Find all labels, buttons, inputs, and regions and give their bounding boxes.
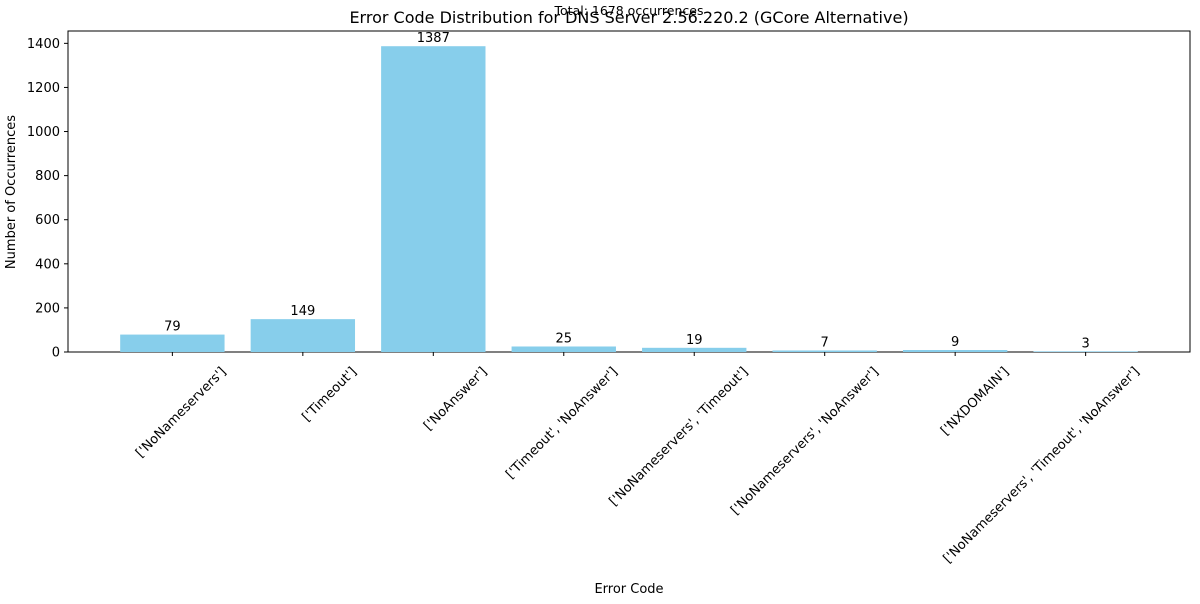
x-tick-label: ['Timeout'] — [299, 364, 359, 424]
bar-value-label: 79 — [164, 320, 181, 335]
x-tick-label: ['NoNameservers', 'Timeout'] — [606, 364, 751, 509]
x-tick-label: ['NXDOMAIN'] — [938, 364, 1012, 438]
bar — [381, 46, 486, 353]
x-axis-label: Error Code — [594, 582, 663, 597]
y-tick-label: 400 — [35, 257, 60, 272]
bar-value-label: 25 — [555, 331, 572, 346]
y-tick-label: 800 — [35, 169, 60, 184]
bar-value-label: 1387 — [417, 31, 450, 46]
y-tick-label: 1200 — [27, 81, 60, 96]
plot-area — [67, 30, 1191, 353]
y-tick-label: 1400 — [27, 37, 60, 52]
plot-frame — [67, 30, 1191, 353]
x-axis: ['NoNameservers'] ['Timeout'] ['NoAnswer']… — [133, 352, 1143, 566]
bar — [120, 334, 225, 352]
bar — [902, 350, 1008, 352]
bar — [642, 347, 747, 352]
bar — [511, 346, 616, 352]
bar — [250, 319, 356, 352]
bars-group — [120, 46, 1138, 353]
bar-value-label: 3 — [1081, 336, 1089, 351]
x-tick-label: ['NoNameservers'] — [133, 364, 229, 460]
x-tick-label: ['NoNameservers', 'NoAnswer'] — [728, 364, 882, 518]
bar-value-label: 149 — [290, 304, 315, 319]
x-tick-label: ['Timeout', 'NoAnswer'] — [503, 364, 621, 482]
bar — [1033, 351, 1138, 352]
y-tick-label: 0 — [52, 346, 60, 361]
y-tick-label: 1000 — [27, 125, 60, 140]
chart-title: Error Code Distribution for DNS Server 2… — [349, 8, 908, 27]
y-axis-label: Number of Occurrences — [4, 115, 19, 269]
bar-value-label: 19 — [686, 333, 703, 348]
bar-value-label: 7 — [821, 335, 829, 350]
y-tick-label: 200 — [35, 301, 60, 316]
bar — [772, 350, 877, 352]
y-axis: 0 200 400 600 800 1000 1200 1400 — [27, 37, 68, 361]
y-tick-label: 600 — [35, 213, 60, 228]
chart-subtitle: Total: 1678 occurrences — [554, 3, 704, 18]
bar-value-label: 9 — [951, 335, 959, 350]
x-tick-label: ['NoAnswer'] — [421, 364, 490, 433]
